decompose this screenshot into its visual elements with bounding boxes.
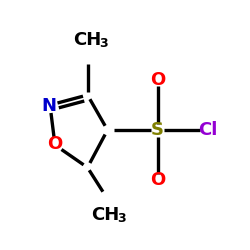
Text: CH: CH [91,206,119,224]
Text: S: S [151,121,164,139]
Text: Cl: Cl [198,121,217,139]
Text: O: O [150,171,165,189]
Text: N: N [41,97,56,115]
Text: O: O [48,135,62,153]
Text: O: O [150,71,165,89]
Text: 3: 3 [100,37,108,50]
Text: 3: 3 [117,212,126,225]
Text: CH: CH [74,31,102,49]
